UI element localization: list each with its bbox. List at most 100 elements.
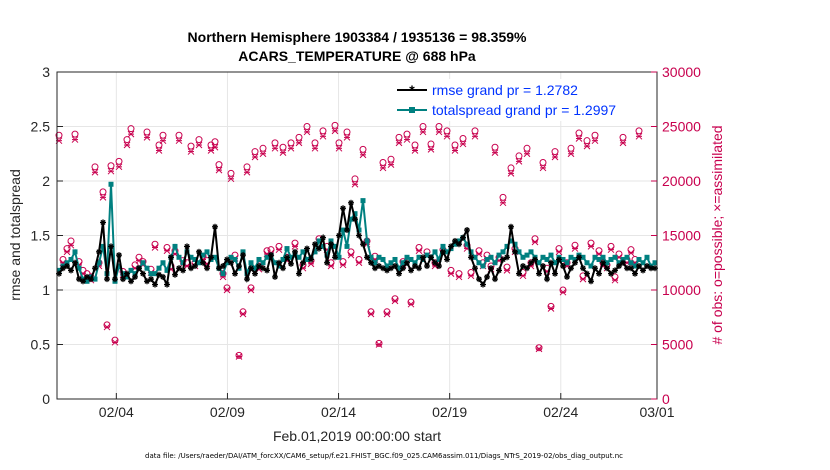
obs-possible-point — [175, 131, 183, 139]
rmse-point — [320, 234, 326, 241]
obs-possible-point — [303, 123, 311, 130]
totalspread-point — [364, 238, 370, 244]
rmse-point-stroke — [448, 243, 454, 249]
rmse-point-stroke — [332, 254, 338, 260]
x-tick-label: 02/04 — [99, 404, 134, 420]
rmse-point — [116, 252, 122, 259]
totalspread-point — [604, 260, 610, 266]
rmse-point-stroke — [84, 274, 90, 280]
obs-possible-point — [367, 308, 375, 316]
rmse-point-stroke — [444, 256, 450, 263]
obs-assimilated-point — [187, 148, 195, 155]
rmse-point-stroke — [584, 271, 590, 277]
rmse-point — [240, 252, 246, 259]
obs-possible-point — [239, 308, 247, 316]
rmse-point — [276, 259, 282, 266]
obs-assimilated-point — [195, 141, 203, 149]
rmse-point-stroke — [488, 265, 494, 271]
obs-assimilated-point — [319, 132, 327, 140]
obs-possible-point — [383, 308, 391, 316]
totalspread-point — [372, 260, 378, 266]
rmse-point — [504, 254, 510, 261]
rmse-point-stroke — [140, 271, 146, 277]
obs-possible-point — [99, 188, 107, 196]
y-tick-label-left: 1.5 — [31, 228, 51, 244]
rmse-point — [228, 259, 234, 266]
rmse-point-stroke — [580, 265, 586, 271]
x-axis-label: Feb.01,2019 00:00:00 start — [273, 428, 441, 444]
rmse-point-stroke — [528, 260, 534, 266]
totalspread-point — [144, 265, 150, 271]
obs-assimilated-point — [547, 305, 555, 312]
rmse-point-stroke — [296, 271, 302, 277]
rmse-point-stroke — [436, 263, 442, 269]
rmse-point-stroke — [380, 265, 386, 271]
obs-assimilated-point — [339, 261, 347, 269]
obs-assimilated-point — [287, 144, 295, 152]
totalspread-point — [616, 260, 622, 266]
obs-possible-point — [443, 127, 451, 135]
obs-possible-point — [123, 136, 131, 144]
rmse-point — [220, 263, 226, 270]
obs-assimilated-point — [107, 167, 115, 175]
rmse-point-stroke — [56, 271, 62, 277]
rmse-point-stroke — [236, 263, 242, 269]
legend-box — [392, 79, 652, 121]
rmse-point — [524, 265, 530, 272]
rmse-point-stroke — [644, 263, 650, 269]
obs-possible-point — [539, 158, 547, 166]
obs-assimilated-point — [619, 139, 627, 147]
rmse-point — [512, 248, 518, 255]
rmse-point — [144, 278, 150, 285]
footer-data-file: data file: /Users/raeder/DAI/ATM_forcXX/… — [145, 452, 623, 460]
totalspread-point — [188, 254, 194, 260]
rmse-point-stroke — [624, 265, 630, 271]
obs-possible-point — [331, 121, 339, 129]
totalspread-point — [304, 256, 310, 262]
obs-possible-point — [499, 193, 507, 201]
obs-possible-point — [243, 163, 251, 171]
totalspread-point — [132, 271, 138, 277]
rmse-point — [468, 254, 474, 261]
rmse-point-stroke — [536, 271, 542, 277]
totalspread-point — [548, 252, 554, 258]
x-tick-label: 02/19 — [432, 404, 467, 420]
obs-possible-point — [547, 302, 555, 310]
obs-possible-point — [411, 141, 419, 149]
obs-assimilated-point — [455, 273, 463, 281]
obs-assimilated-point — [215, 166, 223, 174]
totalspread-point — [360, 198, 366, 204]
rmse-point-stroke — [132, 274, 138, 280]
rmse-point — [332, 254, 338, 261]
totalspread-point — [652, 260, 658, 266]
rmse-point — [404, 259, 410, 266]
totalspread-point — [96, 260, 102, 266]
obs-assimilated-point — [507, 170, 515, 177]
rmse-point-stroke — [412, 263, 418, 269]
obs-assimilated-point — [359, 151, 367, 159]
y-axis-left: 0 0.5 1 1.5 2 2.5 3 — [31, 64, 63, 407]
obs-assimilated-point — [591, 137, 599, 145]
obs-possible-point — [159, 131, 167, 139]
totalspread-point — [516, 249, 522, 255]
obs-assimilated-point — [67, 241, 75, 249]
obs-assimilated-point — [207, 147, 215, 154]
y-tick-label-right: 10000 — [662, 282, 701, 298]
totalspread-point — [628, 260, 634, 266]
obs-assimilated-point — [535, 345, 543, 353]
rmse-point-stroke — [244, 276, 250, 282]
rmse-point-stroke — [188, 265, 194, 271]
obs-assimilated-point — [151, 244, 159, 251]
rmse-point — [252, 270, 258, 277]
totalspread-point — [528, 249, 534, 255]
rmse-point-stroke — [404, 260, 410, 266]
obs-assimilated-point — [523, 150, 531, 158]
obs-possible-point — [275, 242, 283, 250]
obs-assimilated-point — [243, 168, 251, 176]
obs-assimilated-point — [567, 150, 575, 158]
rmse-point-stroke — [204, 265, 210, 271]
x-tick-label: 02/14 — [321, 404, 356, 420]
rmse-point — [372, 265, 378, 272]
rmse-point-stroke — [116, 252, 122, 258]
totalspread-point — [200, 252, 206, 258]
